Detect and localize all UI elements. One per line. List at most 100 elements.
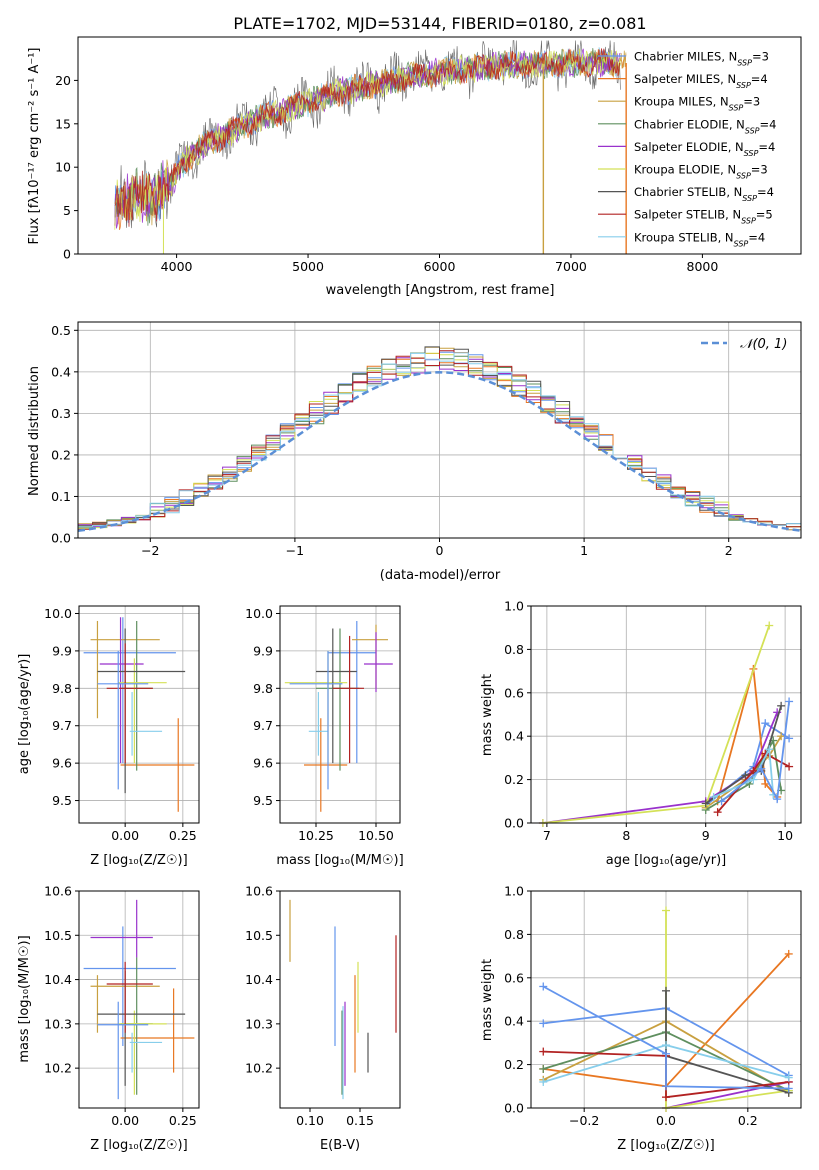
y-tick-label: 9.8 — [52, 681, 72, 696]
x-tick-label: 6000 — [424, 259, 456, 274]
x-tick-label: 7 — [543, 828, 551, 843]
y-tick-label: 0.2 — [504, 772, 524, 787]
mass-vs-Z-panel: 0.00 0.25 10.2 10.3 10.4 10.5 10.6 Z [log₁₀(Z/… — [17, 884, 200, 1153]
spectrum-line — [114, 48, 621, 227]
legend-label: Kroupa MILES, NSSP=3 — [634, 95, 760, 113]
axes-frame — [530, 890, 802, 1109]
age-vs-mass-plot-area: 10.25 10.50 9.5 9.6 9.7 9.8 9.9 10.0 — [245, 605, 401, 843]
x-tick-label: 0.15 — [346, 1113, 374, 1128]
y-tick-label: 10.0 — [44, 606, 72, 621]
spectrum-line — [114, 47, 615, 226]
y-tick-label: 10 — [55, 160, 71, 175]
weight-vs-age-plot-area: 7 8 9 10 0.0 0.2 0.4 0.6 0.8 1.0 — [504, 599, 802, 843]
x-tick-label: 0 — [436, 543, 444, 558]
weight-line — [716, 668, 778, 802]
legend-label: Chabrier ELODIE, NSSP=4 — [634, 117, 776, 135]
y-tick-label: 9.5 — [52, 793, 72, 808]
x-tick-label: −1 — [286, 543, 304, 558]
x-tick-label: 8 — [622, 828, 630, 843]
weight-vs-age-xlabel: age [log₁₀(age/yr)] — [606, 853, 727, 868]
normal-dist-legend-label: 𝒩(0, 1) — [740, 337, 787, 352]
y-tick-label: 0.3 — [51, 406, 71, 421]
weight-vs-age-panel: 7 8 9 10 0.0 0.2 0.4 0.6 0.8 1.0 age [log₁₀(age/y… — [480, 599, 802, 868]
age-vs-mass-xlabel: mass [log₁₀(M/M☉)] — [276, 853, 403, 868]
figure-title: PLATE=1702, MJD=53144, FIBERID=0180, z=0… — [233, 14, 646, 33]
legend-label: Salpeter STELIB, NSSP=5 — [634, 208, 773, 226]
x-tick-label: 0.00 — [111, 828, 139, 843]
y-tick-label: 0.8 — [504, 642, 524, 657]
y-tick-label: 9.9 — [253, 643, 273, 658]
y-tick-label: 0.0 — [504, 816, 524, 831]
y-tick-label: 10.2 — [245, 1061, 273, 1076]
age-vs-mass-panel: 10.25 10.50 9.5 9.6 9.7 9.8 9.9 10.0 mass [log₁… — [245, 605, 404, 868]
y-tick-label: 0.0 — [504, 1101, 524, 1116]
x-tick-label: 10.50 — [358, 828, 394, 843]
x-tick-label: 7000 — [555, 259, 587, 274]
legend-label: Chabrier MILES, NSSP=3 — [634, 50, 769, 68]
legend-label: Chabrier STELIB, NSSP=4 — [634, 185, 774, 203]
spectrum-legend: Chabrier MILES, NSSP=3 Salpeter MILES, NS… — [598, 50, 776, 248]
x-tick-label: 0.00 — [111, 1113, 139, 1128]
y-tick-label: 1.0 — [504, 884, 524, 899]
x-tick-label: 0.25 — [169, 828, 197, 843]
weight-vs-Z-ylabel: mass weight — [480, 959, 495, 1041]
axes-frame — [77, 36, 802, 255]
histogram-step — [78, 350, 801, 530]
axes-frame — [279, 605, 401, 824]
y-tick-label: 0.0 — [51, 531, 71, 546]
weight-vs-age-ylabel: mass weight — [480, 674, 495, 756]
x-tick-label: 10.25 — [298, 828, 334, 843]
age-vs-Z-panel: 0.00 0.25 9.5 9.6 9.7 9.8 9.9 10.0 Z [log₁₀(Z/Z… — [17, 605, 200, 868]
residuals-panel: −2 −1 0 1 2 0.0 0.1 0.2 0.3 0.4 0.5 (data-model)/e… — [27, 321, 802, 583]
y-tick-label: 1.0 — [504, 599, 524, 614]
spectrum-line — [114, 50, 615, 223]
y-tick-label: 9.7 — [253, 718, 273, 733]
y-tick-label: 15 — [55, 116, 71, 131]
x-tick-label: 0.25 — [169, 1113, 197, 1128]
y-tick-label: 10.3 — [245, 1016, 273, 1031]
residuals-plot-area: −2 −1 0 1 2 0.0 0.1 0.2 0.3 0.4 0.5 — [51, 321, 802, 558]
y-tick-label: 0.8 — [504, 927, 524, 942]
y-tick-label: 0.6 — [504, 970, 524, 985]
spectrum-xlabel: wavelength [Angstrom, rest frame] — [326, 283, 555, 298]
y-tick-label: 0.4 — [504, 1014, 524, 1029]
y-tick-label: 9.7 — [52, 718, 72, 733]
age-vs-Z-plot-area: 0.00 0.25 9.5 9.6 9.7 9.8 9.9 10.0 — [44, 605, 200, 843]
y-tick-label: 10.0 — [245, 606, 273, 621]
y-tick-label: 0.6 — [504, 685, 524, 700]
residuals-ylabel: Normed distribution — [27, 366, 42, 496]
spectrum-panel: 4000 5000 6000 7000 8000 0 5 10 15 20 wavelength … — [27, 36, 802, 298]
residuals-xlabel: (data-model)/error — [380, 568, 501, 583]
mass-vs-Z-plot-area: 0.00 0.25 10.2 10.3 10.4 10.5 10.6 — [44, 884, 200, 1128]
axes-frame — [279, 890, 401, 1109]
y-tick-label: 0.4 — [51, 364, 71, 379]
legend-label: Kroupa STELIB, NSSP=4 — [634, 230, 765, 248]
y-tick-label: 10.3 — [44, 1016, 72, 1031]
y-tick-label: 9.9 — [52, 643, 72, 658]
x-tick-label: −0.2 — [569, 1113, 599, 1128]
mass-vs-Z-xlabel: Z [log₁₀(Z/Z☉)] — [90, 1138, 187, 1153]
spectrum-line — [114, 48, 627, 226]
spectrum-ylabel: Flux [fλ10⁻¹⁷ erg cm⁻² s⁻¹ A⁻¹] — [27, 48, 42, 245]
y-tick-label: 0.2 — [51, 447, 71, 462]
x-tick-label: 0.0 — [656, 1113, 676, 1128]
age-vs-Z-ylabel: age [log₁₀(age/yr)] — [17, 654, 32, 775]
y-tick-label: 10.4 — [245, 972, 273, 987]
y-tick-label: 0.4 — [504, 729, 524, 744]
axes-frame — [530, 605, 802, 824]
weight-vs-Z-panel: −0.2 0.0 0.2 0.0 0.2 0.4 0.6 0.8 1.0 Z [log₁₀(Z/… — [480, 884, 802, 1153]
y-tick-label: 10.2 — [44, 1061, 72, 1076]
x-tick-label: 9 — [702, 828, 710, 843]
y-tick-label: 10.5 — [245, 928, 273, 943]
x-tick-label: 10 — [777, 828, 793, 843]
weight-line — [542, 711, 779, 824]
weight-line — [713, 746, 775, 798]
legend-label: Salpeter ELODIE, NSSP=4 — [634, 140, 775, 158]
age-vs-Z-xlabel: Z [log₁₀(Z/Z☉)] — [90, 853, 187, 868]
y-tick-label: 10.6 — [44, 884, 72, 899]
x-tick-label: 1 — [580, 543, 588, 558]
y-tick-label: 10.5 — [44, 928, 72, 943]
y-tick-label: 10.4 — [44, 972, 72, 987]
axes-frame — [78, 605, 200, 824]
